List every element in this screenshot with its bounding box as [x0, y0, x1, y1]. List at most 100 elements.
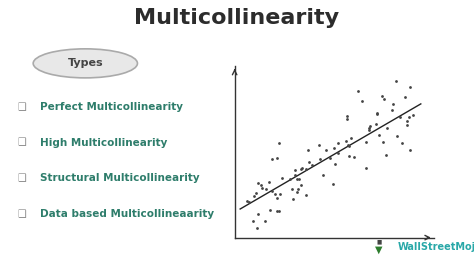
Point: [304, 148, 311, 152]
Point: [343, 117, 351, 121]
Point: [375, 133, 383, 137]
Point: [268, 189, 276, 193]
Point: [383, 153, 390, 157]
Point: [263, 186, 270, 191]
Point: [305, 159, 313, 164]
Point: [406, 148, 414, 152]
Point: [344, 114, 351, 118]
Point: [248, 239, 255, 243]
Point: [383, 126, 391, 130]
Point: [379, 140, 387, 144]
Point: [315, 143, 323, 147]
Point: [293, 190, 301, 194]
Point: [322, 148, 329, 152]
Point: [389, 102, 396, 106]
Point: [298, 166, 306, 170]
Point: [250, 219, 257, 223]
Point: [378, 93, 385, 98]
Point: [302, 167, 310, 171]
Text: Structural Multicollinearity: Structural Multicollinearity: [40, 173, 200, 183]
Text: Types: Types: [67, 58, 103, 68]
Point: [297, 183, 305, 187]
Point: [347, 136, 355, 140]
Point: [393, 134, 401, 138]
Point: [346, 154, 353, 158]
Point: [250, 194, 257, 198]
Point: [344, 143, 351, 147]
Point: [292, 168, 299, 173]
Point: [362, 140, 370, 144]
Point: [275, 140, 283, 145]
Point: [255, 181, 262, 185]
Point: [334, 141, 341, 145]
Point: [335, 150, 342, 155]
Text: WallStreetMojo: WallStreetMojo: [398, 242, 474, 252]
Point: [252, 250, 259, 254]
Point: [255, 212, 262, 216]
Point: [297, 167, 305, 171]
Point: [246, 200, 253, 204]
Text: Multicollinearity: Multicollinearity: [135, 8, 339, 28]
Point: [373, 122, 380, 127]
Point: [273, 209, 281, 213]
Text: Data based Multicollineaarity: Data based Multicollineaarity: [40, 209, 214, 219]
Point: [403, 123, 410, 127]
Point: [342, 139, 350, 144]
Point: [292, 173, 299, 177]
Point: [288, 187, 295, 191]
Point: [398, 141, 406, 145]
Text: High Multicollinearity: High Multicollinearity: [40, 138, 168, 148]
Text: Perfect Multicollinearity: Perfect Multicollinearity: [40, 102, 183, 112]
Point: [303, 193, 310, 197]
Point: [373, 111, 381, 115]
Point: [326, 156, 333, 161]
Text: ❑: ❑: [17, 173, 26, 183]
Point: [365, 126, 373, 130]
Point: [253, 190, 260, 195]
Point: [330, 146, 337, 150]
Point: [271, 192, 278, 196]
Point: [366, 124, 374, 128]
Point: [262, 219, 269, 223]
Point: [308, 163, 315, 168]
Point: [273, 156, 280, 160]
Text: ❑: ❑: [17, 102, 26, 112]
Point: [290, 197, 297, 201]
Point: [295, 187, 302, 191]
Text: ❑: ❑: [17, 209, 26, 219]
Point: [380, 97, 388, 101]
Point: [345, 144, 353, 148]
Point: [331, 162, 338, 166]
Point: [329, 182, 337, 186]
Ellipse shape: [33, 49, 137, 78]
Point: [257, 183, 264, 187]
Point: [243, 199, 250, 203]
Point: [268, 157, 276, 161]
Point: [258, 186, 266, 190]
Point: [265, 180, 273, 184]
Point: [396, 115, 404, 119]
Point: [275, 209, 283, 213]
Point: [293, 177, 301, 181]
Point: [374, 112, 381, 116]
Point: [278, 176, 285, 180]
Point: [401, 95, 409, 99]
Point: [350, 155, 357, 159]
Point: [319, 173, 327, 177]
Point: [365, 128, 373, 132]
Point: [406, 85, 414, 89]
Point: [406, 115, 413, 120]
Point: [317, 157, 324, 161]
Point: [358, 98, 365, 103]
Point: [403, 119, 410, 123]
Point: [295, 177, 302, 181]
Text: ▼: ▼: [375, 244, 383, 254]
Point: [276, 192, 283, 196]
Point: [273, 196, 281, 200]
Point: [266, 208, 273, 213]
Point: [392, 79, 400, 83]
Text: ❑: ❑: [17, 138, 26, 148]
Point: [409, 113, 417, 117]
Point: [362, 166, 369, 170]
Point: [354, 89, 362, 93]
